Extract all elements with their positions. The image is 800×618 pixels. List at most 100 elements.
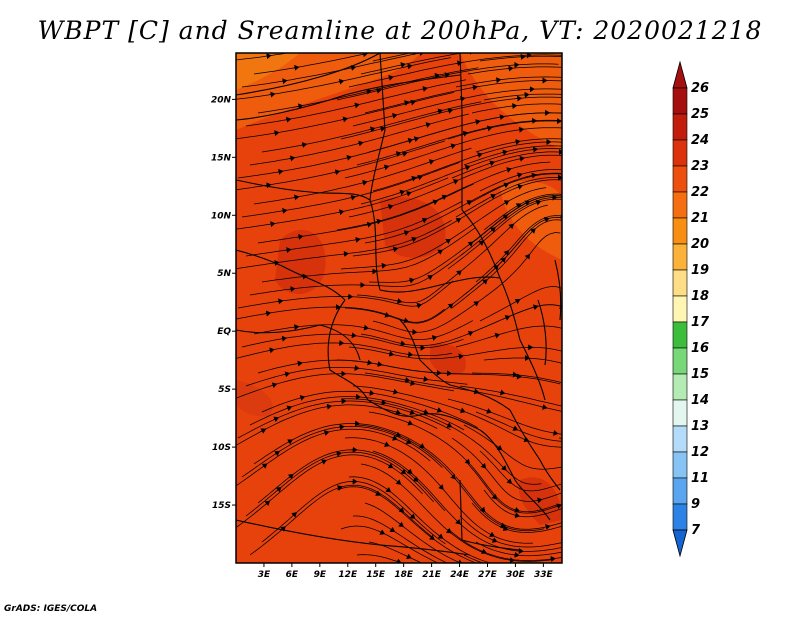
streamline <box>591 230 594 234</box>
streamline <box>471 103 562 114</box>
streamline-arrow <box>336 485 343 491</box>
streamline-arrow <box>365 88 372 95</box>
streamline-arrow <box>466 200 473 206</box>
colorbar-level-label: 12 <box>691 445 709 460</box>
streamline-arrow <box>515 373 522 380</box>
streamline-arrow <box>289 155 296 162</box>
streamline-arrow <box>445 527 452 534</box>
streamline-arrow <box>491 493 498 500</box>
streamline-arrow <box>391 112 398 119</box>
streamline <box>479 169 562 192</box>
lon-tick-label: 33E <box>534 570 554 580</box>
streamline <box>587 321 591 324</box>
streamline <box>241 53 423 88</box>
streamline-arrow <box>504 315 511 321</box>
streamline-arrow <box>269 91 276 98</box>
streamline <box>583 152 588 153</box>
streamline-arrow <box>464 458 471 465</box>
streamline-arrow <box>296 360 303 367</box>
streamline-arrow <box>273 416 280 423</box>
lon-tick-label: 24E <box>450 570 470 580</box>
streamline <box>567 515 572 517</box>
streamline <box>451 151 562 179</box>
lon-tick-label: 30E <box>506 570 526 580</box>
streamline <box>368 541 423 563</box>
streamline-arrow <box>524 253 531 260</box>
streamline <box>483 193 562 231</box>
streamline-arrow <box>281 335 288 342</box>
streamline-arrow <box>273 130 280 137</box>
streamline-arrow <box>407 351 414 358</box>
streamline-arrow <box>523 436 530 443</box>
streamline-arrow <box>502 568 507 569</box>
streamline-arrow <box>559 212 562 219</box>
streamline-arrow <box>489 531 495 537</box>
colorbar-top-arrow <box>672 60 688 89</box>
streamline-arrow <box>350 194 357 201</box>
streamline-arrow <box>469 53 475 55</box>
streamline-arrow <box>491 537 498 543</box>
colorbar-swatch <box>672 477 688 505</box>
streamline-arrow <box>277 298 284 305</box>
streamline-arrow <box>285 116 292 123</box>
wbpt-patch <box>236 53 300 90</box>
streamline <box>475 215 562 283</box>
streamline-arrow <box>532 146 539 153</box>
streamline-arrow <box>342 251 349 257</box>
streamline <box>558 437 562 439</box>
colorbar-level-label: 25 <box>691 107 709 122</box>
streamline <box>571 165 576 166</box>
streamline-arrow <box>549 556 556 562</box>
country-border <box>554 259 562 321</box>
streamline <box>463 554 485 563</box>
streamline-arrow <box>501 465 507 471</box>
streamline-arrow <box>301 142 308 148</box>
streamline-arrow <box>398 521 404 528</box>
streamline-arrow <box>452 179 459 185</box>
colorbar-level-label: 11 <box>691 471 709 486</box>
streamline-arrow <box>273 260 280 266</box>
streamline <box>595 269 598 273</box>
colorbar-swatch <box>672 243 688 271</box>
lon-tick-label: 6E <box>286 570 299 580</box>
streamline-arrow <box>401 151 408 157</box>
streamline-arrow <box>391 435 398 441</box>
streamline-arrow <box>407 420 414 426</box>
streamline-arrow <box>281 207 288 214</box>
lat-tick-label: 5N <box>217 269 231 279</box>
streamline-arrow <box>366 221 373 228</box>
streamline-arrow <box>326 403 333 410</box>
streamline-arrow <box>281 78 288 85</box>
streamline-arrow <box>265 182 272 189</box>
colorbar-swatch <box>672 373 688 401</box>
colorbar-swatch <box>672 139 688 167</box>
lat-tick-label: 5S <box>218 385 231 395</box>
streamline-arrow <box>277 168 284 175</box>
streamline-arrow <box>480 462 487 469</box>
streamline <box>579 243 582 247</box>
streamline-arrow <box>431 335 438 341</box>
colorbar-level-label: 21 <box>691 211 709 226</box>
streamline <box>483 489 562 518</box>
streamline-arrow <box>436 407 443 413</box>
country-border <box>379 276 501 293</box>
streamline-arrow <box>421 217 428 224</box>
streamline-arrow <box>297 103 304 110</box>
streamline-arrow <box>486 408 492 414</box>
streamline-arrow <box>441 194 448 201</box>
streamline-arrow <box>268 347 275 354</box>
streamline-arrow <box>335 451 342 457</box>
streamline-arrow <box>476 152 483 159</box>
streamline-arrow <box>385 486 392 493</box>
streamline-arrow <box>499 389 506 396</box>
lat-tick-label: 20N <box>211 95 232 105</box>
streamline-arrow <box>342 116 349 123</box>
lon-tick-label: 27E <box>478 570 498 580</box>
streamline-arrow <box>301 273 308 280</box>
streamline <box>372 53 412 62</box>
streamline-arrow <box>375 87 382 94</box>
streamline-arrow <box>481 548 487 555</box>
streamline-arrow <box>269 221 276 228</box>
streamline-arrow <box>399 340 406 347</box>
streamline <box>236 53 290 61</box>
